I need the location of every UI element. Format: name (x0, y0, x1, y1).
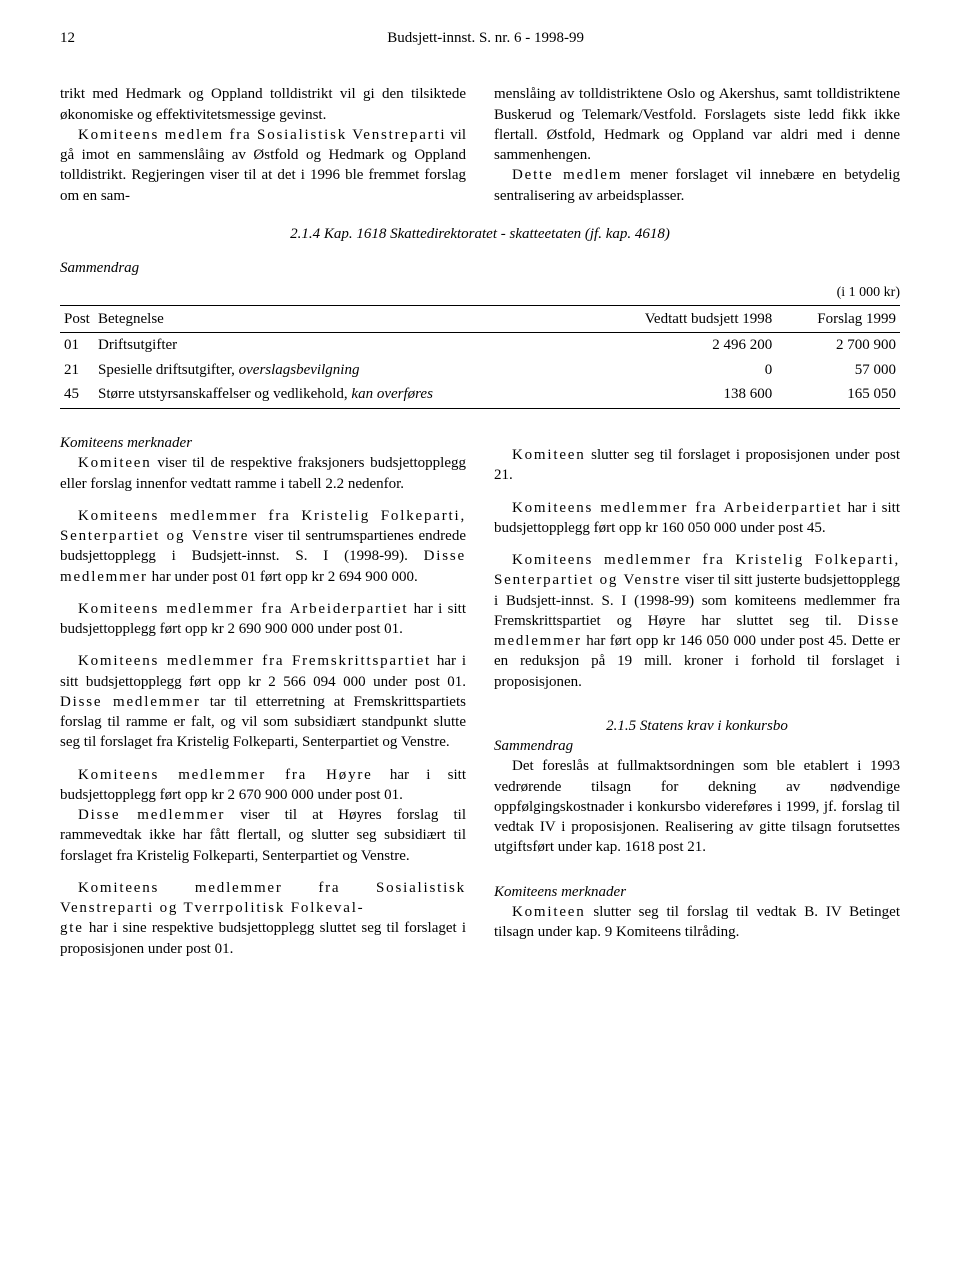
budget-table-wrap: (i 1 000 kr) Post Betegnelse Vedtatt bud… (60, 284, 900, 409)
cell-post: 45 (60, 382, 94, 409)
cell-vedtatt: 138 600 (583, 382, 776, 409)
cell-forslag: 2 700 900 (776, 333, 900, 358)
col-post: Post (60, 306, 94, 333)
italic-text: overslagsbevilgning (239, 362, 360, 378)
top-left-p2-emph: Komiteens medlem fra Sosialistisk Venstr… (78, 127, 446, 143)
cell-betegnelse: Større utstyrsanskaffelser og vedlikehol… (94, 382, 583, 409)
bottom-columns: Komiteens merknader Komiteen viser til d… (60, 433, 900, 959)
cell-forslag: 57 000 (776, 358, 900, 382)
emph: gte (60, 920, 84, 936)
spacer (60, 753, 466, 765)
top-left-p1: trikt med Hedmark og Oppland tolldistrik… (60, 84, 466, 125)
spacer (60, 639, 466, 651)
emph: Komiteen (512, 904, 586, 920)
cell-betegnelse: Driftsutgifter (94, 333, 583, 358)
table-row: 21 Spesielle driftsutgifter, overslagsbe… (60, 358, 900, 382)
bottom-r-p1: gte har i sine respektive budsjettoppleg… (60, 918, 466, 959)
table-unit: (i 1 000 kr) (60, 284, 900, 303)
spacer (494, 538, 900, 550)
emph: Disse medlemmer (78, 807, 225, 823)
table-row: 45 Større utstyrsanskaffelser og vedlike… (60, 382, 900, 409)
cell-vedtatt: 2 496 200 (583, 333, 776, 358)
section-heading: 2.1.4 Kap. 1618 Skattedirektoratet - ska… (60, 224, 900, 244)
emph: Komiteens medlemmer fra Sosialistisk Ven… (60, 880, 466, 916)
bottom-r-p3: Komiteens medlemmer fra Arbeiderpartiet … (494, 498, 900, 539)
spacer (494, 870, 900, 882)
bottom-l-p3: Komiteens medlemmer fra Arbeiderpartiet … (60, 599, 466, 640)
emph: Disse medlemmer (60, 694, 201, 710)
col-betegnelse: Betegnelse (94, 306, 583, 333)
table-row: 01 Driftsutgifter 2 496 200 2 700 900 (60, 333, 900, 358)
bottom-r-p4: Komiteens medlemmer fra Kristelig Folkep… (494, 550, 900, 692)
bottom-r-p6: Komiteen slutter seg til forslag til ved… (494, 902, 900, 943)
komiteens-merknader-heading-2: Komiteens merknader (494, 882, 900, 902)
text: har under post 01 ført opp kr 2 694 900 … (148, 569, 418, 585)
emph: Komiteens medlemmer fra Arbeiderpartiet (512, 500, 842, 516)
sammendrag-label: Sammendrag (60, 258, 900, 278)
emph: Komiteen (512, 447, 586, 463)
emph: Komiteens medlemmer fra Arbeiderpartiet (78, 601, 408, 617)
text: har i sine respektive budsjettopplegg sl… (60, 920, 466, 956)
emph: Komiteen (78, 455, 152, 471)
cell-vedtatt: 0 (583, 358, 776, 382)
bottom-l-p6: Disse medlemmer viser til at Høyres fors… (60, 805, 466, 866)
bottom-r-p5: Det foreslås at fullmaktsordningen som b… (494, 756, 900, 857)
top-right-p1: menslåing av tolldistriktene Oslo og Ake… (494, 84, 900, 165)
budget-table: Post Betegnelse Vedtatt budsjett 1998 Fo… (60, 305, 900, 409)
bottom-l-p2: Komiteens medlemmer fra Kristelig Folkep… (60, 506, 466, 587)
cell-betegnelse: Spesielle driftsutgifter, overslagsbevil… (94, 358, 583, 382)
cell-post: 21 (60, 358, 94, 382)
bottom-l-p1: Komiteen viser til de respektive fraksjo… (60, 453, 466, 494)
bottom-l-p4: Komiteens medlemmer fra Fremskrittsparti… (60, 651, 466, 752)
spacer (60, 587, 466, 599)
page-number: 12 (60, 28, 75, 48)
spacer (494, 486, 900, 498)
cell-post: 01 (60, 333, 94, 358)
emph: Komiteens medlemmer fra Høyre (78, 767, 373, 783)
emph: Komiteens medlemmer fra Fremskrittsparti… (78, 653, 431, 669)
spacer (494, 692, 900, 704)
spacer (494, 704, 900, 716)
col-forslag: Forslag 1999 (776, 306, 900, 333)
top-left-p2: Komiteens medlem fra Sosialistisk Venstr… (60, 125, 466, 206)
spacer (60, 494, 466, 506)
spacer (60, 866, 466, 878)
komiteens-merknader-heading: Komiteens merknader (60, 433, 466, 453)
top-right-p2: Dette medlem mener forslaget vil innebær… (494, 165, 900, 206)
cell-forslag: 165 050 (776, 382, 900, 409)
doc-title: Budsjett-innst. S. nr. 6 - 1998-99 (387, 28, 584, 48)
page-header: 12 Budsjett-innst. S. nr. 6 - 1998-99 (60, 28, 900, 48)
col-vedtatt: Vedtatt budsjett 1998 (583, 306, 776, 333)
table-header-row: Post Betegnelse Vedtatt budsjett 1998 Fo… (60, 306, 900, 333)
sammendrag-label-2: Sammendrag (494, 736, 900, 756)
spacer (494, 433, 900, 445)
italic-text: kan overføres (351, 386, 433, 402)
bottom-r-p2: Komiteen slutter seg til forslaget i pro… (494, 445, 900, 486)
bottom-l-p7: Komiteens medlemmer fra Sosialistisk Ven… (60, 878, 466, 919)
header-spacer (896, 28, 900, 48)
top-columns: trikt med Hedmark og Oppland tolldistrik… (60, 84, 900, 206)
spacer (494, 858, 900, 870)
section-2-1-5-heading: 2.1.5 Statens krav i konkursbo (494, 716, 900, 736)
bottom-l-p5: Komiteens medlemmer fra Høyre har i sitt… (60, 765, 466, 806)
top-right-p2-emph: Dette medlem (512, 167, 622, 183)
